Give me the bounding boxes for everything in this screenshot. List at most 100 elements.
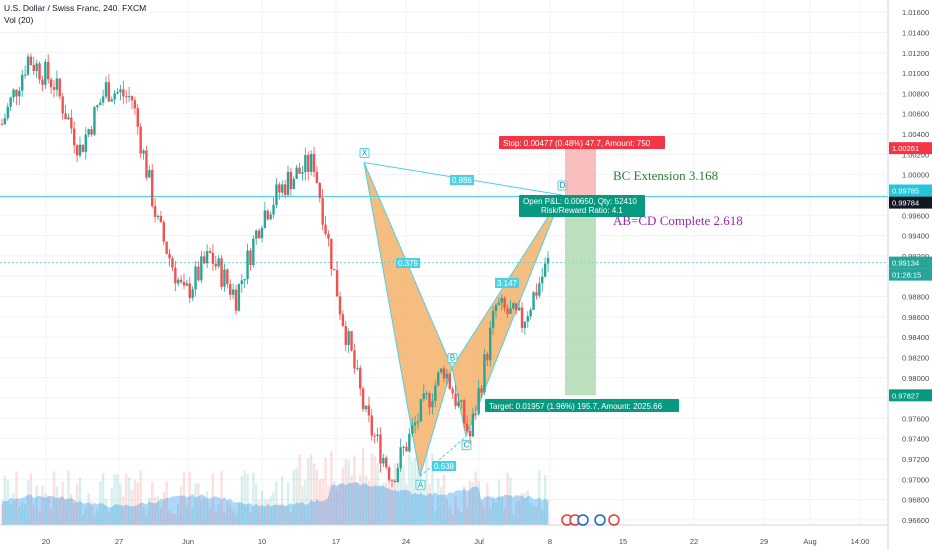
volume-bar	[231, 510, 235, 525]
candle-body	[318, 182, 321, 198]
y-tick-label: 1.00200	[902, 150, 929, 159]
candle-body	[113, 93, 116, 100]
candle-body	[104, 82, 108, 97]
volume-bar	[15, 471, 18, 525]
candle-body	[330, 238, 333, 270]
candle-body	[200, 256, 203, 281]
volume-bar	[211, 473, 215, 525]
candle-body	[283, 184, 287, 195]
volume-bar	[353, 455, 356, 525]
candle-body	[220, 258, 223, 287]
candle-body	[307, 154, 310, 172]
candle-body	[535, 292, 538, 296]
candle-body	[333, 269, 336, 271]
candle-body	[171, 258, 174, 268]
candle-body	[281, 184, 284, 193]
candle-body	[480, 388, 483, 393]
stop-zone[interactable]	[565, 148, 596, 197]
candle-body	[520, 307, 524, 328]
volume-bar	[278, 503, 281, 525]
candle-body	[347, 331, 350, 345]
target-zone[interactable]	[565, 196, 596, 396]
candle-body	[338, 296, 342, 315]
volume-bar	[529, 503, 532, 525]
volume-bar	[12, 493, 15, 525]
volume-bar	[145, 514, 148, 525]
pattern-point-marker[interactable]	[415, 479, 426, 490]
economic-event-icon[interactable]	[577, 514, 589, 526]
volume-bar	[338, 484, 342, 525]
price-tag-label: 0.97827	[892, 391, 919, 400]
candle-body	[9, 97, 12, 107]
candle-body	[58, 78, 61, 97]
candle-body	[231, 289, 235, 295]
candle-body	[29, 56, 33, 65]
candle-body	[139, 126, 142, 154]
volume-bar	[182, 472, 186, 525]
candle-body	[465, 423, 469, 431]
volume-bar	[275, 481, 278, 525]
y-tick-label: 0.97000	[902, 475, 929, 484]
volume-bar	[136, 482, 139, 525]
pnl-label-box	[519, 195, 645, 217]
volume-bar	[350, 475, 353, 525]
volume-bar	[506, 472, 509, 525]
candle-body	[269, 214, 272, 220]
volume-bar	[49, 509, 53, 525]
candle-body	[32, 64, 35, 71]
pattern-point-label: C	[464, 441, 470, 450]
pattern-point-marker[interactable]	[359, 147, 370, 158]
candle-body	[408, 433, 411, 452]
volume-bar	[234, 514, 238, 525]
candle-body	[255, 230, 258, 239]
volume-bar	[255, 483, 258, 525]
economic-event-icon[interactable]	[594, 514, 606, 526]
volume-bar	[174, 513, 177, 525]
candle-body	[387, 467, 391, 480]
volume-bar	[38, 510, 41, 525]
volume-bar	[269, 496, 272, 525]
volume-bar	[512, 514, 515, 525]
volume-bar	[335, 488, 339, 525]
candle-body	[101, 96, 105, 103]
volume-bar	[419, 461, 423, 525]
stop-label-box	[499, 136, 665, 149]
open-pnl-label: Open P&L: 0.00650, Qty: 52410	[523, 197, 637, 206]
y-tick-label: 1.00000	[902, 171, 929, 180]
target-label: Target: 0.01957 (1.96%) 195.7, Amount: 2…	[489, 402, 663, 411]
candle-body	[361, 388, 365, 410]
pattern-point-marker[interactable]	[461, 440, 472, 451]
pattern-point-marker[interactable]	[447, 353, 458, 364]
candle-body	[344, 326, 347, 345]
volume-bar	[257, 500, 261, 525]
candle-body	[460, 400, 463, 402]
candle-body	[70, 117, 73, 129]
candle-body	[405, 446, 408, 452]
y-tick-label: 1.01200	[902, 49, 929, 58]
volume-bar	[356, 482, 359, 525]
candle-body	[517, 307, 521, 311]
candle-body	[119, 89, 122, 93]
volume-bar	[35, 485, 38, 525]
economic-event-icon[interactable]	[608, 514, 620, 526]
volume-bar	[387, 468, 391, 525]
volume-bar	[67, 470, 70, 525]
candle-body	[503, 297, 506, 309]
candle-body	[21, 74, 24, 91]
pattern-ac-line	[419, 436, 467, 477]
y-tick-label: 0.97200	[902, 455, 929, 464]
candle-body	[356, 367, 359, 369]
candle-body	[257, 230, 261, 239]
volume-bar	[58, 498, 61, 525]
candle-body	[411, 425, 414, 434]
volume-bar	[90, 501, 93, 525]
volume-indicator-label: Vol (20)	[4, 15, 34, 25]
candle-body	[335, 270, 339, 297]
volume-bar	[243, 470, 246, 525]
candle-body	[370, 415, 373, 436]
candle-body	[491, 310, 495, 328]
volume-bar	[266, 500, 269, 525]
pattern-ratio-badge	[450, 175, 474, 185]
candle-body	[509, 308, 512, 314]
